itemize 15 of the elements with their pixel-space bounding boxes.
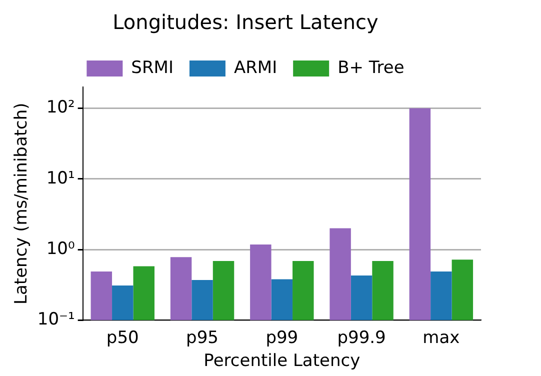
y-tick-label: 10⁻¹ — [37, 310, 75, 330]
x-axis-title: Percentile Latency — [204, 351, 360, 372]
chart-title: Longitudes: Insert Latency — [112, 10, 379, 34]
y-tick-label: 10² — [46, 98, 75, 118]
y-tick-label: 10⁰ — [46, 238, 75, 259]
legend-label: ARMI — [234, 58, 278, 78]
x-tick-label: p50 — [106, 328, 139, 348]
x-tick-label: p99 — [266, 328, 298, 348]
y-tick-label: 10¹ — [46, 168, 75, 188]
x-tick-label: p99.9 — [337, 328, 386, 348]
x-tick-label: p95 — [186, 328, 218, 348]
legend-label: SRMI — [131, 58, 174, 78]
legend-label: B+ Tree — [338, 58, 404, 78]
x-tick-label: max — [422, 328, 460, 348]
y-axis-title: Latency (ms/minibatch) — [12, 102, 32, 304]
